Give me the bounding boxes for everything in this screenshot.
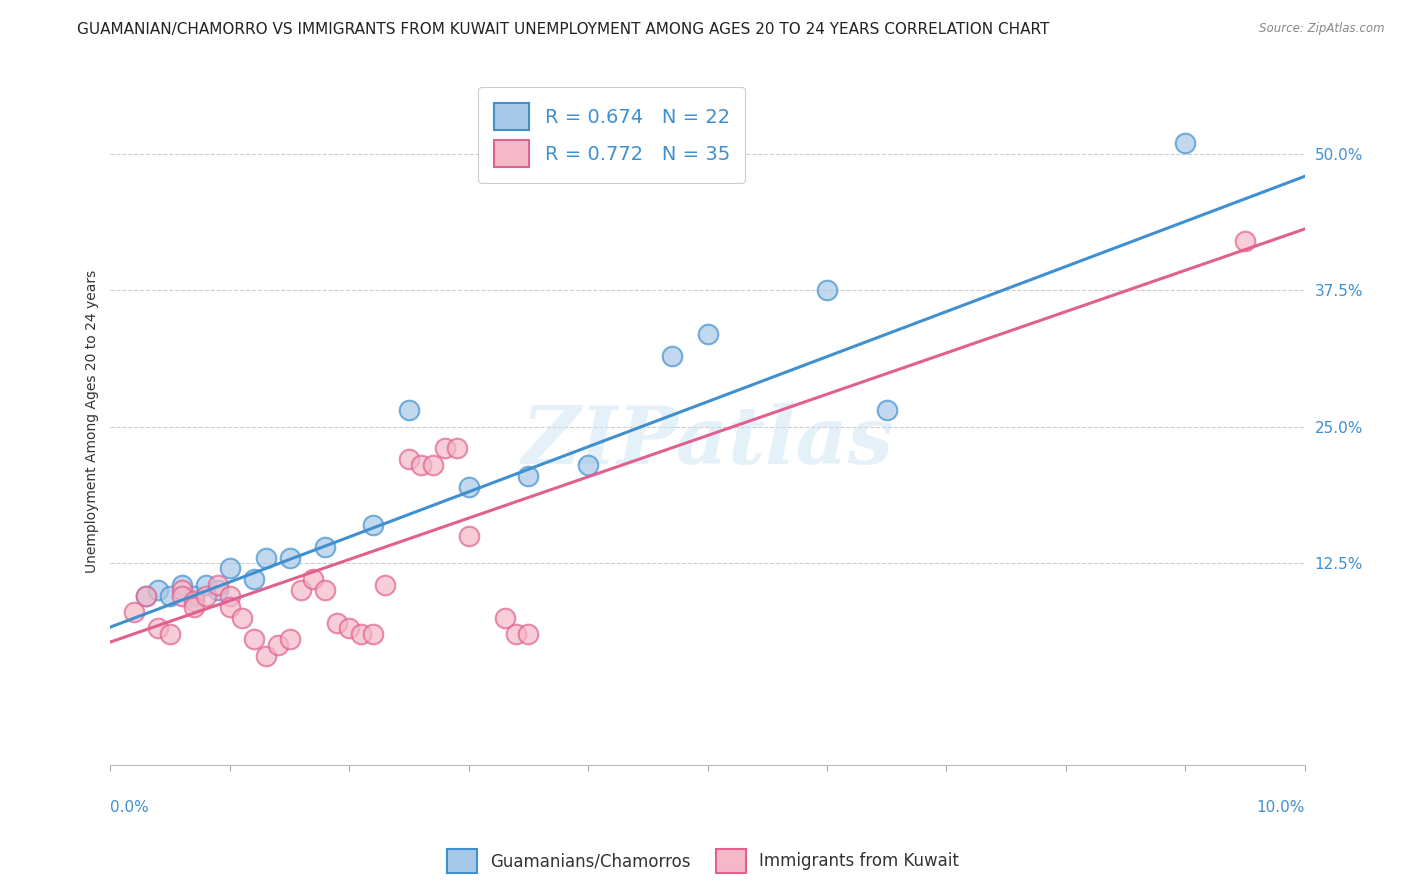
Point	[218, 589, 240, 603]
Text: 10.0%: 10.0%	[1257, 799, 1305, 814]
Point	[266, 638, 288, 652]
Point	[815, 283, 838, 297]
Point	[661, 349, 683, 363]
Point	[337, 622, 360, 636]
Point	[398, 403, 420, 417]
Point	[361, 517, 384, 532]
Point	[242, 632, 264, 647]
Point	[254, 648, 277, 663]
Point	[696, 326, 718, 341]
Point	[314, 540, 336, 554]
Point	[350, 627, 373, 641]
Point	[194, 589, 217, 603]
Point	[433, 442, 456, 456]
Point	[398, 452, 420, 467]
Point	[124, 605, 146, 619]
Legend: R = 0.674   N = 22, R = 0.772   N = 35: R = 0.674 N = 22, R = 0.772 N = 35	[478, 87, 745, 183]
Point	[207, 583, 229, 598]
Point	[159, 627, 181, 641]
Point	[314, 583, 336, 598]
Point	[278, 550, 301, 565]
Point	[576, 458, 599, 472]
Point	[457, 529, 479, 543]
Text: ZIPatlas: ZIPatlas	[522, 403, 894, 481]
Point	[135, 589, 157, 603]
Point	[148, 622, 170, 636]
Point	[1174, 136, 1197, 150]
Point	[183, 589, 205, 603]
Point	[207, 578, 229, 592]
Point	[231, 610, 253, 624]
Point	[374, 578, 396, 592]
Legend: Guamanians/Chamorros, Immigrants from Kuwait: Guamanians/Chamorros, Immigrants from Ku…	[440, 842, 966, 880]
Point	[183, 594, 205, 608]
Point	[170, 578, 193, 592]
Point	[517, 468, 540, 483]
Point	[278, 632, 301, 647]
Point	[302, 572, 325, 586]
Point	[170, 583, 193, 598]
Text: 0.0%: 0.0%	[111, 799, 149, 814]
Point	[409, 458, 432, 472]
Point	[159, 589, 181, 603]
Point	[1233, 234, 1256, 248]
Point	[218, 561, 240, 575]
Point	[422, 458, 444, 472]
Point	[254, 550, 277, 565]
Point	[876, 403, 898, 417]
Point	[170, 589, 193, 603]
Point	[361, 627, 384, 641]
Point	[218, 599, 240, 614]
Text: GUAMANIAN/CHAMORRO VS IMMIGRANTS FROM KUWAIT UNEMPLOYMENT AMONG AGES 20 TO 24 YE: GUAMANIAN/CHAMORRO VS IMMIGRANTS FROM KU…	[77, 22, 1050, 37]
Point	[135, 589, 157, 603]
Point	[517, 627, 540, 641]
Point	[290, 583, 312, 598]
Point	[457, 480, 479, 494]
Point	[242, 572, 264, 586]
Point	[326, 615, 349, 630]
Point	[446, 442, 468, 456]
Point	[505, 627, 527, 641]
Point	[494, 610, 516, 624]
Point	[183, 599, 205, 614]
Point	[148, 583, 170, 598]
Text: Source: ZipAtlas.com: Source: ZipAtlas.com	[1260, 22, 1385, 36]
Y-axis label: Unemployment Among Ages 20 to 24 years: Unemployment Among Ages 20 to 24 years	[86, 269, 100, 573]
Point	[194, 578, 217, 592]
